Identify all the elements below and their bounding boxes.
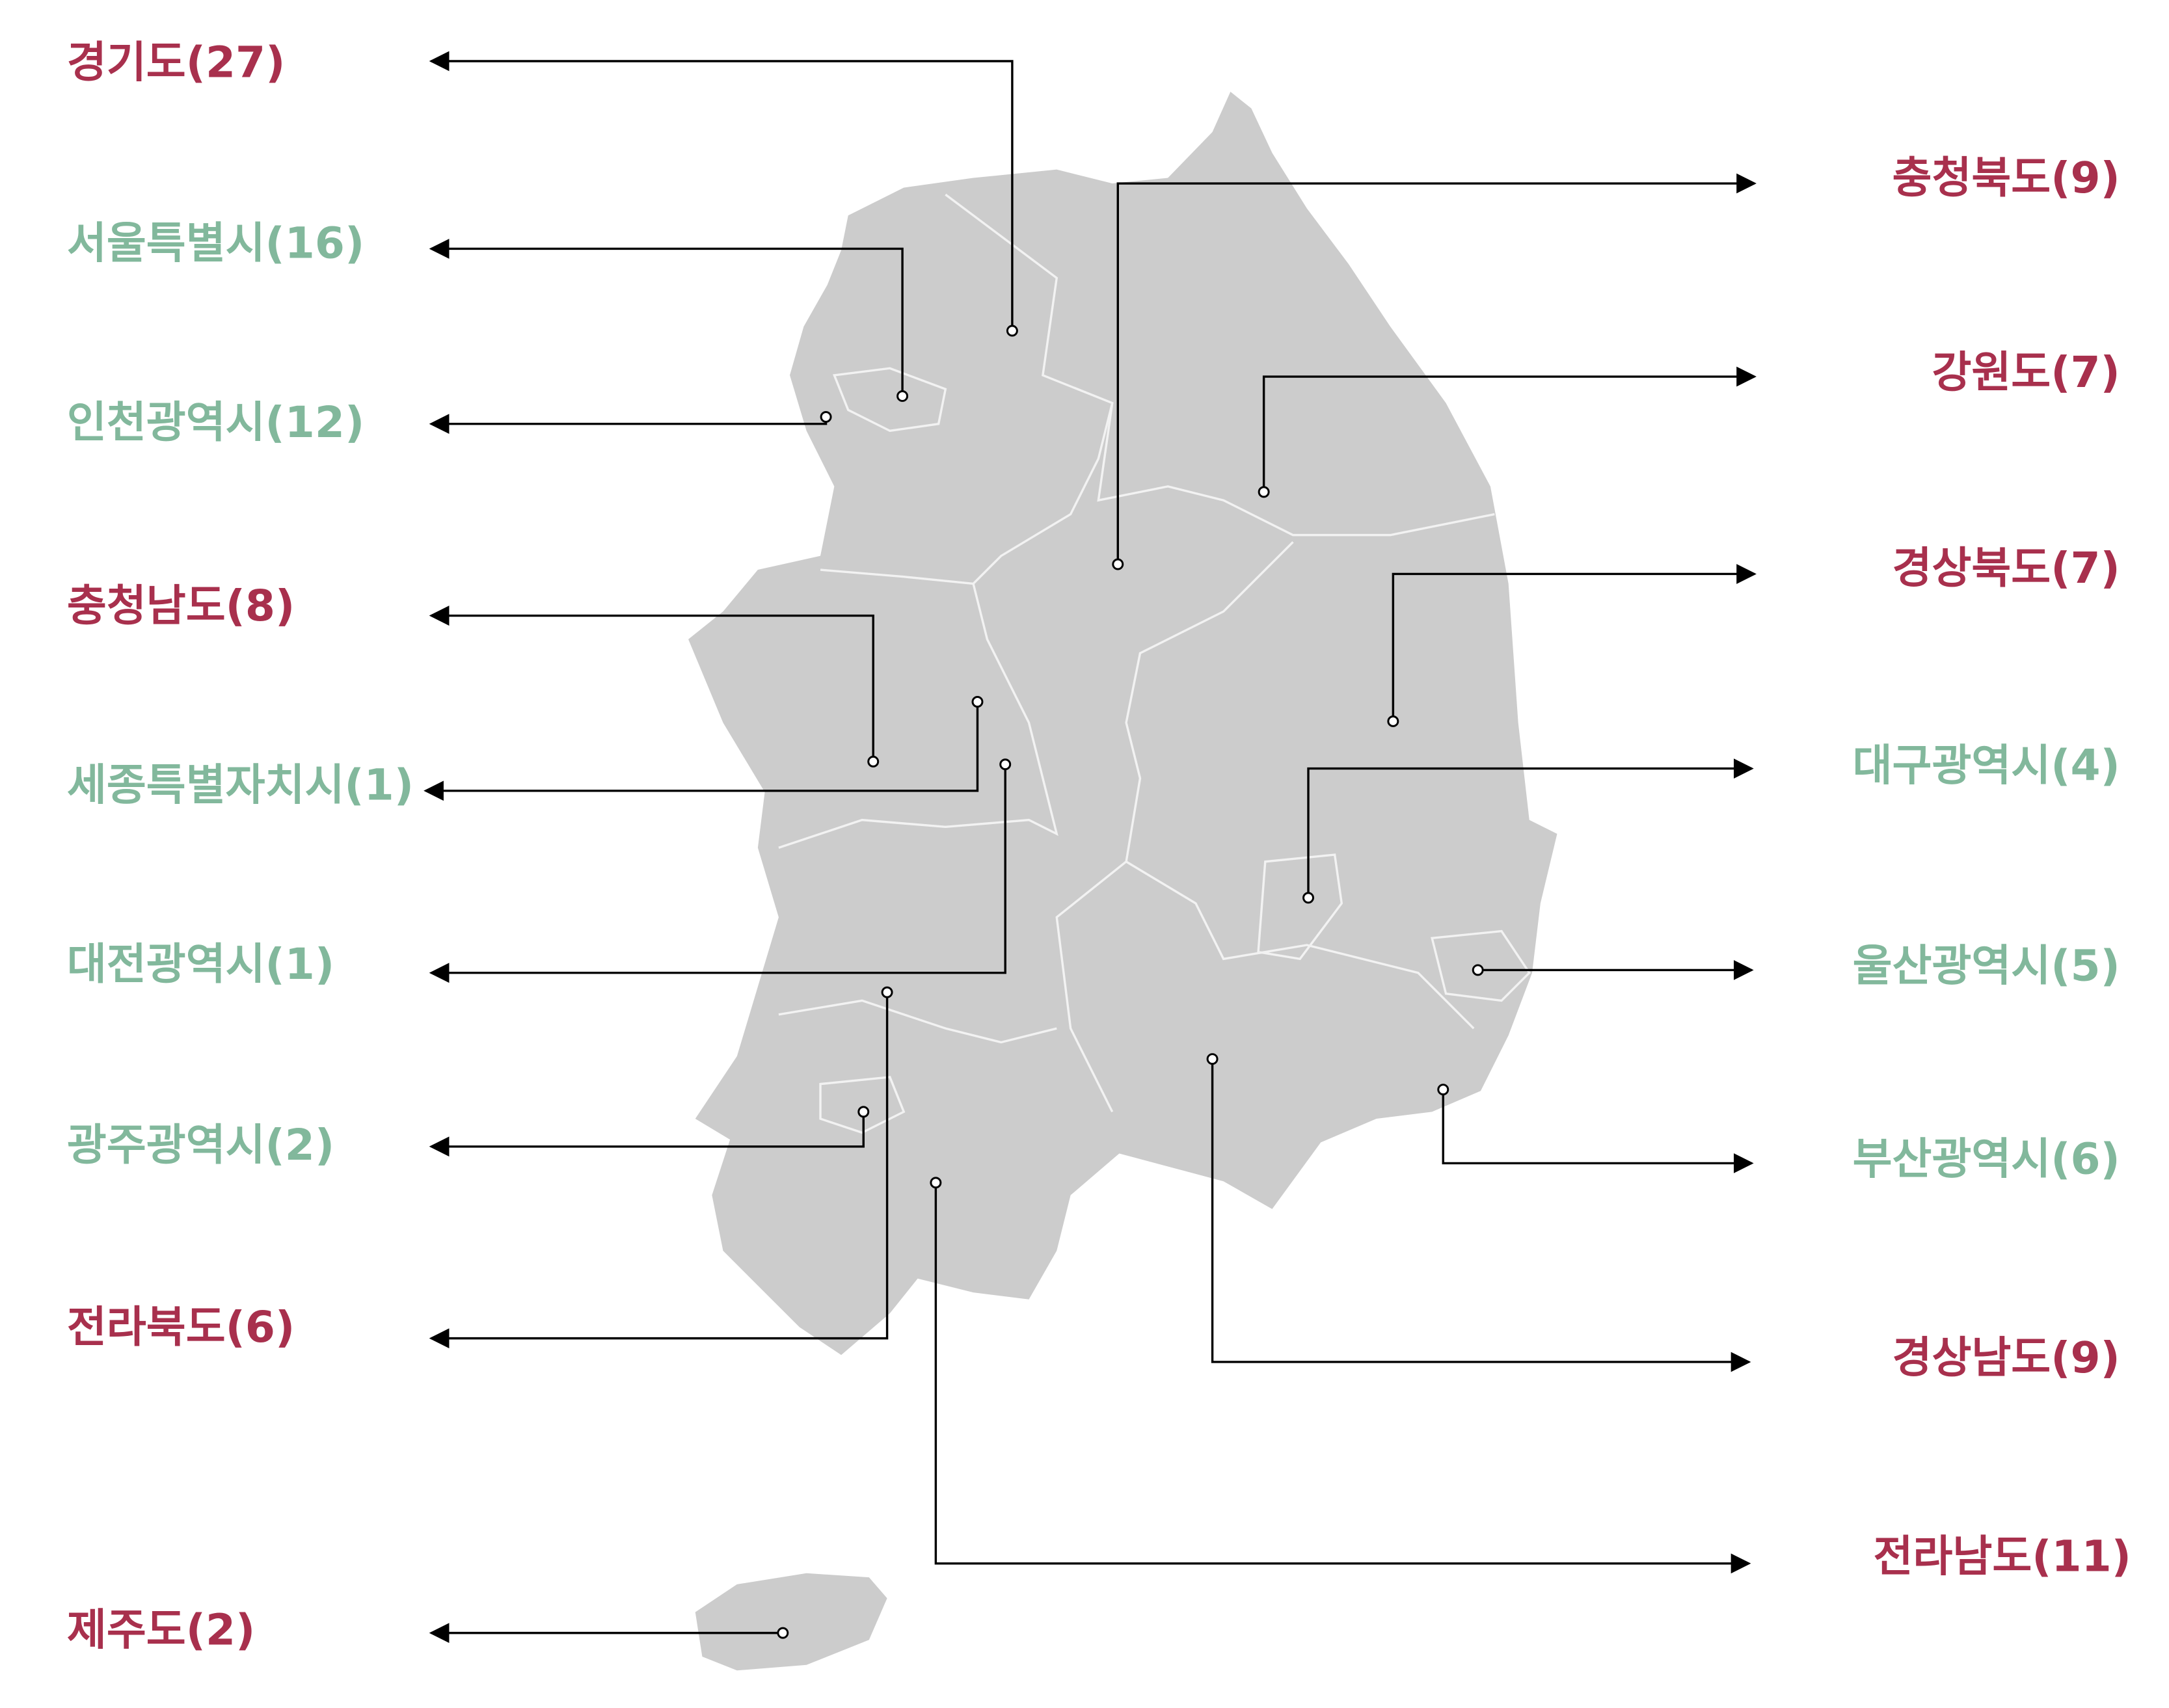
- region-border: [1125, 861, 1475, 1030]
- region-border: [778, 568, 1058, 849]
- region-border: [1097, 403, 1495, 537]
- anchor-dots: [777, 325, 1484, 1639]
- region-label: 대구광역시(4): [1853, 741, 2120, 791]
- dot: [971, 696, 984, 708]
- leader-line: [429, 992, 889, 1349]
- region-label: 충청북도(9): [1893, 153, 2120, 203]
- region-border: [1055, 541, 1294, 1113]
- leader-line: [429, 239, 904, 396]
- dot: [777, 1627, 789, 1639]
- leader-line: [429, 414, 828, 434]
- region-label: 제주도(2): [67, 1605, 255, 1655]
- leader-line: [1392, 564, 1757, 721]
- dot: [1258, 486, 1270, 498]
- leader-line: [1307, 758, 1754, 898]
- dot: [820, 411, 832, 423]
- dot: [930, 1177, 942, 1189]
- leader-line: [429, 51, 1014, 331]
- leader-line: [1211, 1059, 1751, 1372]
- region-label: 경상북도(7): [1893, 543, 2120, 593]
- leader-line: [429, 1112, 865, 1157]
- region-label: 대전광역시(1): [67, 939, 334, 989]
- dot: [1387, 715, 1399, 727]
- leader-line: [1442, 1089, 1754, 1173]
- dot: [1302, 892, 1314, 904]
- region-label: 강원도(7): [1932, 347, 2120, 397]
- dot: [999, 758, 1012, 771]
- region-label: 전라남도(11): [1874, 1531, 2131, 1581]
- dot: [1112, 558, 1124, 570]
- region-border: [1431, 929, 1531, 1002]
- region-border: [1257, 853, 1343, 961]
- region-labels: 경기도(27) 서울특별시(16) 인천광역시(12) 충청남도(8) 세종특별…: [67, 37, 2131, 1655]
- dot: [1006, 325, 1018, 337]
- map: [688, 92, 1557, 1671]
- region-label: 경상남도(9): [1893, 1333, 2120, 1383]
- region-border: [778, 999, 1057, 1044]
- dot: [857, 1106, 870, 1118]
- region-label: 경기도(27): [67, 37, 285, 87]
- region-border: [945, 193, 1114, 585]
- dot: [881, 986, 893, 998]
- dot: [1472, 964, 1484, 976]
- leader-line: [429, 606, 874, 762]
- region-border: [819, 1076, 906, 1134]
- leader-line: [424, 702, 979, 801]
- region-label: 충청남도(8): [67, 581, 295, 631]
- dot: [1437, 1084, 1449, 1096]
- region-label: 인천광역시(12): [67, 397, 364, 447]
- region-label: 서울특별시(16): [67, 218, 364, 268]
- leader-line: [1262, 366, 1757, 492]
- jeju: [695, 1573, 887, 1671]
- leader-line: [429, 764, 1006, 983]
- dot: [1206, 1053, 1219, 1065]
- dot: [867, 755, 880, 767]
- leader-line: [1116, 173, 1757, 565]
- region-border: [832, 367, 947, 433]
- dot: [896, 390, 909, 402]
- leaders: [424, 51, 1757, 1644]
- region-label: 전라북도(6): [67, 1302, 295, 1352]
- peninsula: [688, 92, 1557, 1355]
- leader-line: [934, 1182, 1751, 1574]
- region-label: 부산광역시(6): [1853, 1134, 2120, 1184]
- region-label: 광주광역시(2): [67, 1120, 334, 1170]
- region-label: 세종특별자치시(1): [67, 760, 414, 810]
- region-label: 울산광역시(5): [1853, 941, 2120, 991]
